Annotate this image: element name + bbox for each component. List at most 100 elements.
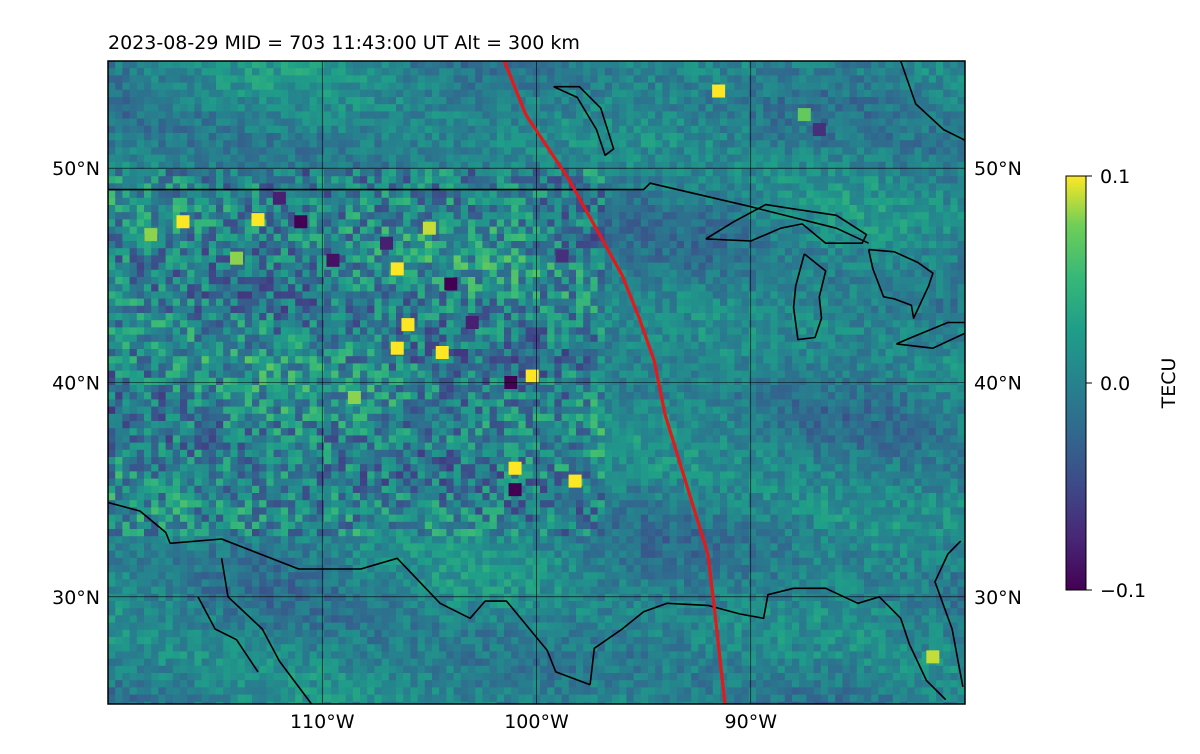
- field-cell: [324, 190, 332, 199]
- field-cell: [712, 125, 721, 134]
- field-cell: [396, 68, 404, 76]
- field-cell: [468, 89, 476, 98]
- field-cell: [129, 226, 138, 235]
- field-cell: [957, 183, 965, 191]
- field-cell: [914, 125, 922, 134]
- field-cell: [439, 284, 447, 292]
- field-cell: [633, 68, 642, 76]
- field-cell: [208, 75, 217, 83]
- field-cell: [964, 118, 965, 127]
- field-cell: [504, 291, 512, 299]
- field-cell: [144, 320, 152, 328]
- field-cell: [777, 97, 786, 105]
- field-cell: [432, 125, 440, 134]
- field-cell: [316, 118, 325, 127]
- field-cell: [741, 305, 750, 314]
- field-cell: [511, 327, 519, 335]
- field-cell: [324, 140, 332, 148]
- field-cell: [777, 327, 786, 335]
- field-cell: [907, 118, 915, 127]
- field-cell: [482, 104, 490, 112]
- field-cell: [828, 89, 836, 98]
- field-cell: [446, 313, 454, 321]
- field-cell: [799, 262, 807, 271]
- field-cell: [345, 197, 354, 206]
- field-cell: [921, 82, 930, 91]
- field-cell: [302, 233, 310, 242]
- field-cell: [237, 118, 246, 127]
- field-cell: [885, 169, 894, 177]
- field-cell: [165, 291, 174, 299]
- field-cell: [518, 212, 526, 220]
- field-cell: [482, 161, 490, 170]
- field-cell: [316, 197, 325, 206]
- field-cell: [115, 233, 123, 242]
- field-cell: [374, 183, 382, 191]
- field-cell: [864, 291, 872, 299]
- field-cell: [439, 212, 447, 220]
- field-cell: [475, 125, 483, 134]
- field-cell: [108, 255, 116, 263]
- field-cell: [489, 255, 498, 263]
- field-cell: [280, 298, 289, 307]
- field-cell: [453, 197, 462, 206]
- field-cell: [324, 327, 332, 335]
- field-cell: [396, 291, 404, 299]
- field-cell: [554, 197, 562, 206]
- field-cell: [770, 183, 778, 191]
- field-cell: [871, 277, 879, 285]
- field-cell: [936, 68, 944, 76]
- field-cell: [763, 334, 771, 343]
- field-cell: [619, 205, 627, 213]
- field-cell: [662, 82, 670, 91]
- field-cell: [792, 89, 800, 98]
- field-cell: [252, 197, 260, 206]
- field-cell: [568, 176, 577, 184]
- field-cell: [122, 219, 130, 227]
- field-cell: [208, 298, 217, 307]
- field-cell: [770, 97, 778, 105]
- field-cell: [547, 241, 555, 249]
- field-cell: [388, 75, 397, 83]
- field-cell: [612, 241, 620, 249]
- field-cell: [511, 255, 519, 263]
- field-cell: [885, 125, 894, 134]
- field-cell: [468, 140, 476, 148]
- field-cell: [885, 140, 894, 148]
- field-cell: [496, 111, 505, 119]
- field-cell: [208, 349, 217, 357]
- field-cell: [727, 327, 735, 335]
- field-cell: [936, 305, 944, 314]
- field-cell: [842, 320, 850, 328]
- field-cell: [691, 205, 699, 213]
- field-cell: [237, 75, 246, 83]
- field-cell: [172, 291, 181, 299]
- field-cell: [187, 334, 195, 343]
- field-cell: [871, 313, 879, 321]
- field-cell: [496, 248, 505, 256]
- field-cell: [691, 161, 699, 170]
- field-cell: [856, 140, 865, 148]
- field-cell: [820, 255, 829, 263]
- field-cell: [187, 190, 195, 199]
- field-cell: [576, 176, 584, 184]
- field-cell: [280, 262, 289, 271]
- field-cell: [950, 248, 958, 256]
- field-cell: [511, 89, 519, 98]
- field-cell: [482, 298, 490, 307]
- field-cell: [360, 133, 368, 141]
- field-cell: [590, 133, 598, 141]
- field-cell: [547, 61, 555, 69]
- field-cell: [540, 269, 548, 278]
- field-cell: [504, 205, 512, 213]
- field-cell: [237, 269, 246, 278]
- field-cell: [324, 298, 332, 307]
- field-cell: [460, 190, 469, 199]
- field-cell: [936, 219, 944, 227]
- field-cell: [475, 111, 483, 119]
- field-cell: [828, 104, 836, 112]
- field-cell: [374, 320, 382, 328]
- field-cell: [669, 205, 678, 213]
- field-cell: [489, 161, 498, 170]
- field-cell: [806, 97, 814, 105]
